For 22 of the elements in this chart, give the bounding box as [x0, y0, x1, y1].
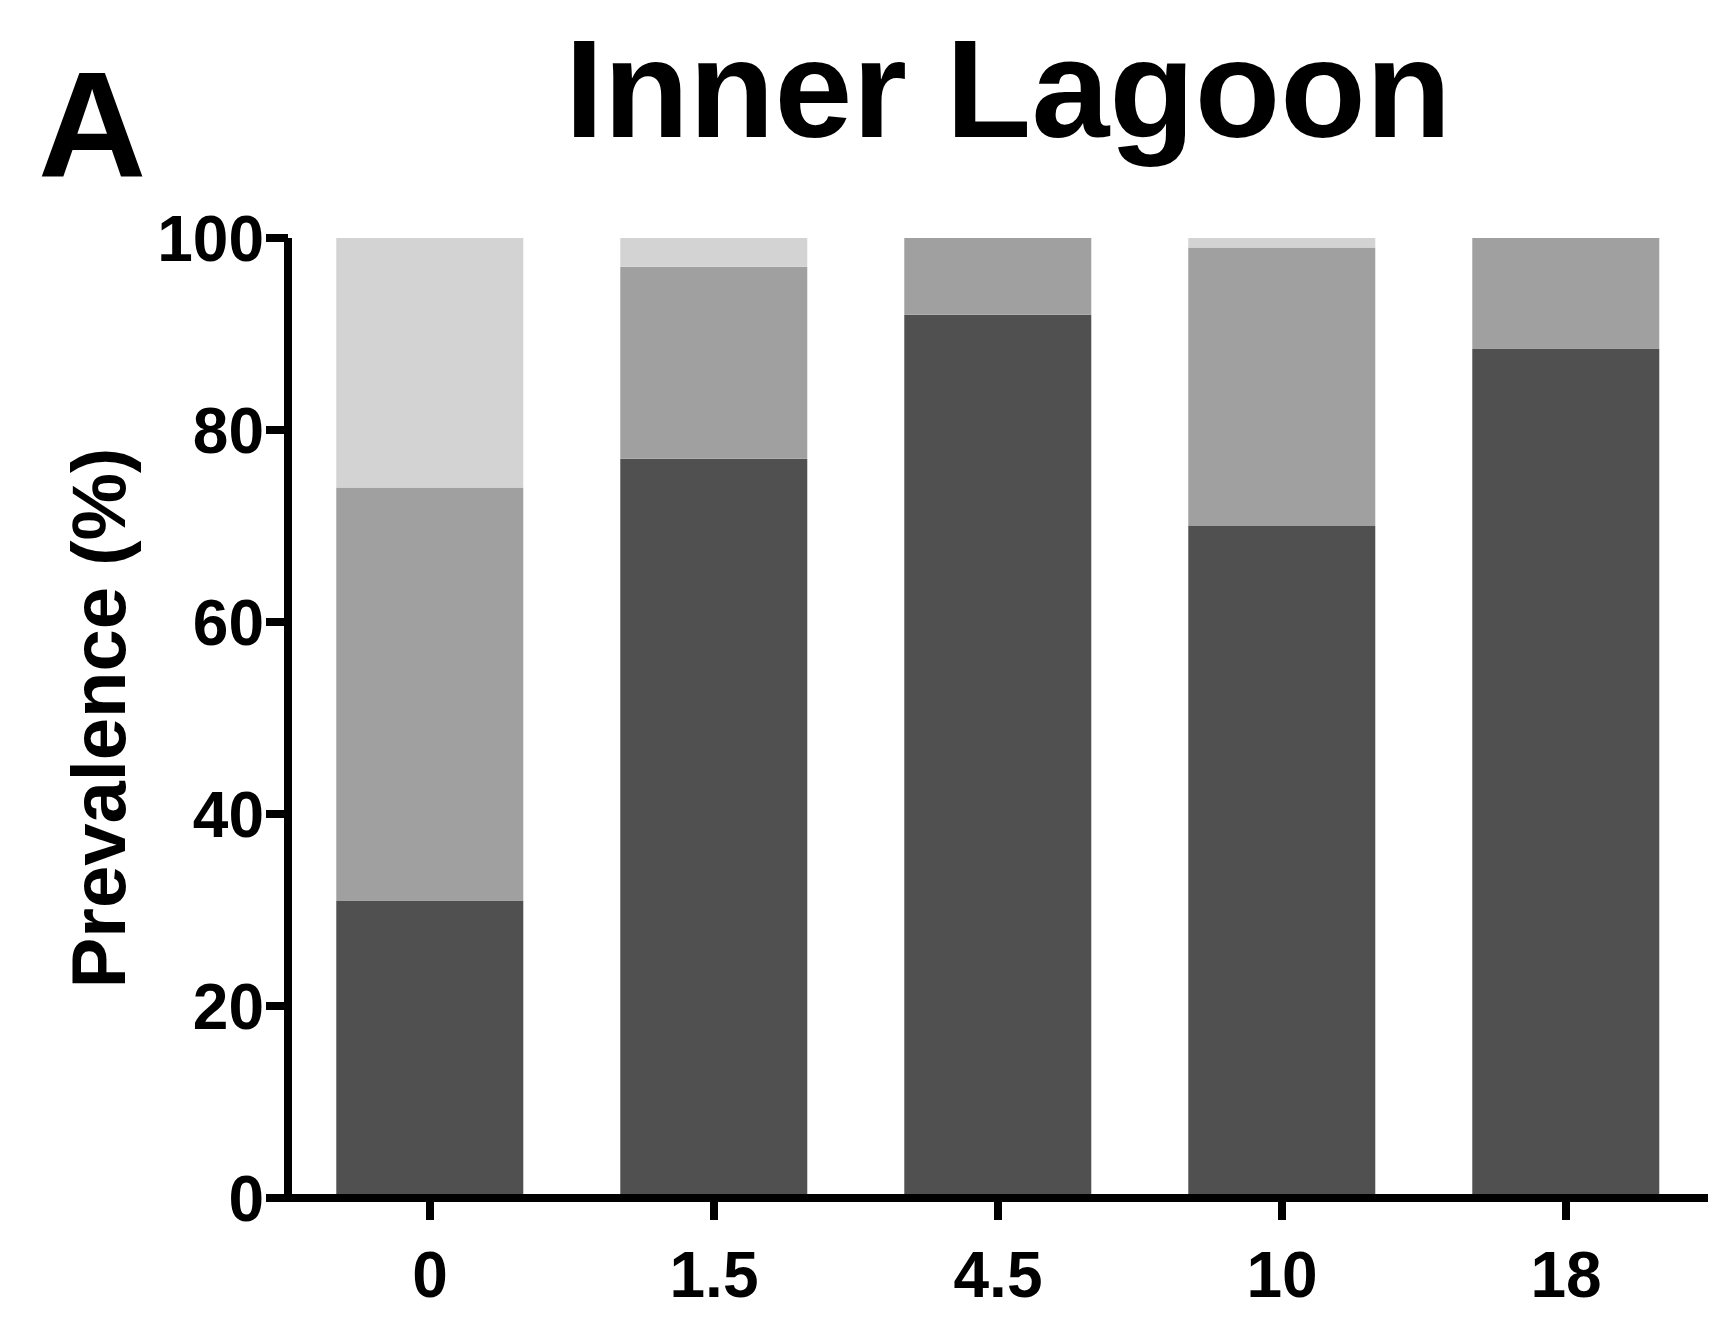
x-tick-label: 1.5 — [669, 1239, 759, 1312]
y-tick-label: 100 — [157, 202, 264, 275]
chart-title: Inner Lagoon — [563, 9, 1453, 169]
y-tick-label: 60 — [192, 586, 264, 659]
text: A — [38, 39, 147, 210]
y-tick-label: 80 — [192, 394, 264, 467]
bar — [620, 238, 808, 267]
bar — [620, 266, 808, 459]
y-tick-label: 0 — [228, 1162, 264, 1235]
bar — [1188, 238, 1376, 248]
x-tick-label: 0 — [412, 1239, 448, 1312]
bar — [904, 238, 1092, 315]
x-tick-label: 18 — [1530, 1239, 1602, 1312]
y-axis-title: Prevalence (%) — [55, 447, 141, 989]
bar — [1188, 247, 1376, 526]
bar — [336, 487, 524, 901]
y-tick-label: 20 — [192, 970, 264, 1043]
bar — [336, 238, 524, 488]
y-tick-label: 40 — [192, 778, 264, 851]
x-tick-label: 10 — [1246, 1239, 1318, 1312]
x-tick-label: 4.5 — [953, 1239, 1043, 1312]
bar — [1472, 238, 1660, 349]
